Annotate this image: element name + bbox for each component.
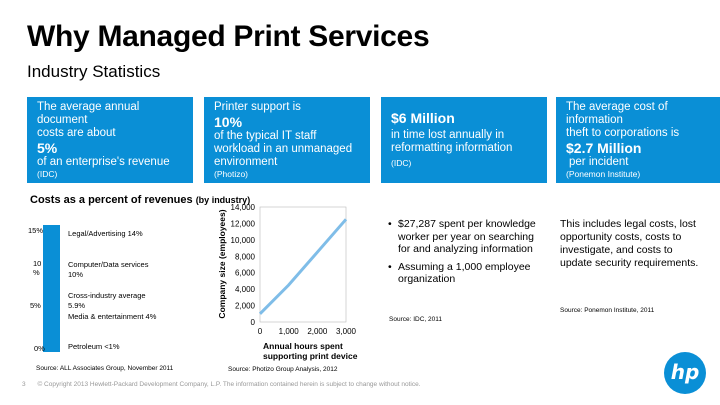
y-tick-label: 6,000 xyxy=(235,269,256,278)
x-tick-label: 2,000 xyxy=(307,327,328,336)
costs-title-text: Costs as a percent of revenues xyxy=(30,194,193,206)
category-label: Petroleum <1% xyxy=(68,342,120,351)
x-axis-label: Annual hours spent supporting print devi… xyxy=(263,341,358,361)
y-axis-label: Company size (employees) xyxy=(217,209,227,318)
x-tick-label: 1,000 xyxy=(279,327,300,336)
box-text: Printer support is xyxy=(214,101,301,113)
slide-title: Why Managed Print Services xyxy=(27,20,430,53)
note-source: Source: Ponemon Institute, 2011 xyxy=(560,307,655,314)
box-source: (IDC) xyxy=(391,158,412,168)
scale-label: 10 % xyxy=(33,259,42,277)
stat-box-document-costs: The average annual document costs are ab… xyxy=(27,97,193,183)
slide-subtitle: Industry Statistics xyxy=(27,62,161,81)
security-note: This includes legal costs, lost opportun… xyxy=(560,218,699,269)
chart-source: Source: Photizo Group Analysis, 2012 xyxy=(228,366,338,373)
y-tick-label: 0 xyxy=(251,318,256,327)
footer: 3 © Copyright 2013 Hewlett-Packard Devel… xyxy=(22,381,421,388)
x-axis-ticks: 0 1,000 2,000 3,000 xyxy=(258,327,357,336)
plot-area xyxy=(259,206,347,323)
stat-box-printer-support: Printer support is 10% of the typical IT… xyxy=(204,97,370,183)
bullet-item: $27,287 spent per knowledge worker per y… xyxy=(388,218,538,256)
box-text: per incident xyxy=(569,156,629,168)
scale-label: 15% xyxy=(28,226,44,235)
costs-title-sub: (by industry) xyxy=(195,195,251,205)
box-text: The average cost of information xyxy=(566,101,668,126)
copyright: © Copyright 2013 Hewlett-Packard Develop… xyxy=(37,381,421,388)
box-highlight: 10% xyxy=(214,114,243,130)
box-highlight: $2.7 Million xyxy=(566,140,642,156)
box-text: costs are about xyxy=(37,127,116,139)
y-tick-label: 10,000 xyxy=(231,236,256,245)
box-highlight: 5% xyxy=(37,140,58,156)
bullet-list: $27,287 spent per knowledge worker per y… xyxy=(388,218,538,291)
series-line xyxy=(258,218,348,315)
x-tick-label: 3,000 xyxy=(336,327,357,336)
box-source: (Ponemon Institute) xyxy=(566,169,641,179)
y-axis-ticks: 0 2,000 4,000 6,000 8,000 10,000 12,000 14,000 xyxy=(231,203,256,327)
category-label: Computer/Data services 10% xyxy=(68,260,149,279)
box-source: (Photizo) xyxy=(214,169,249,179)
costs-scale-bar xyxy=(43,225,60,352)
x-tick-label: 0 xyxy=(258,327,263,336)
box-highlight: $6 Million xyxy=(391,110,455,126)
box-text: of an enterprise's revenue xyxy=(37,156,170,168)
bullets-source: Source: IDC, 2011 xyxy=(389,316,442,323)
hp-logo-text: hp xyxy=(670,360,700,384)
scale-label: 5% xyxy=(30,301,41,310)
scale-label: 0% xyxy=(34,344,45,353)
category-label: Media & entertainment 4% xyxy=(68,312,157,321)
line-chart: 02,0004,0006,0008,00010,00012,00014,000 … xyxy=(217,203,357,336)
box-text: The average annual document xyxy=(37,101,140,126)
y-tick-label: 8,000 xyxy=(235,252,256,261)
costs-title: Costs as a percent of revenues (by indus… xyxy=(30,194,250,207)
y-tick-label: 14,000 xyxy=(231,203,256,212)
y-tick-label: 12,000 xyxy=(231,219,256,228)
y-tick-label: 2,000 xyxy=(235,302,256,311)
stat-box-information-theft: The average cost of information theft to… xyxy=(556,97,720,183)
costs-source: Source: ALL Associates Group, November 2… xyxy=(36,365,174,372)
box-text: of the typical IT staff workload in an u… xyxy=(214,130,353,168)
hp-logo: hp xyxy=(664,352,706,394)
box-source: (IDC) xyxy=(37,169,58,179)
stat-box-time-lost: $6 Million in time lost annually in refo… xyxy=(381,97,547,183)
box-text: theft to corporations is xyxy=(566,127,680,139)
bullet-item: Assuming a 1,000 employee organization xyxy=(388,261,538,286)
category-label: Legal/Advertising 14% xyxy=(68,229,143,238)
y-tick-label: 4,000 xyxy=(235,285,256,294)
box-text: in time lost annually in reformatting in… xyxy=(391,129,513,154)
category-label: Cross-industry average 5.9% xyxy=(68,291,146,310)
page-number: 3 xyxy=(22,381,26,388)
